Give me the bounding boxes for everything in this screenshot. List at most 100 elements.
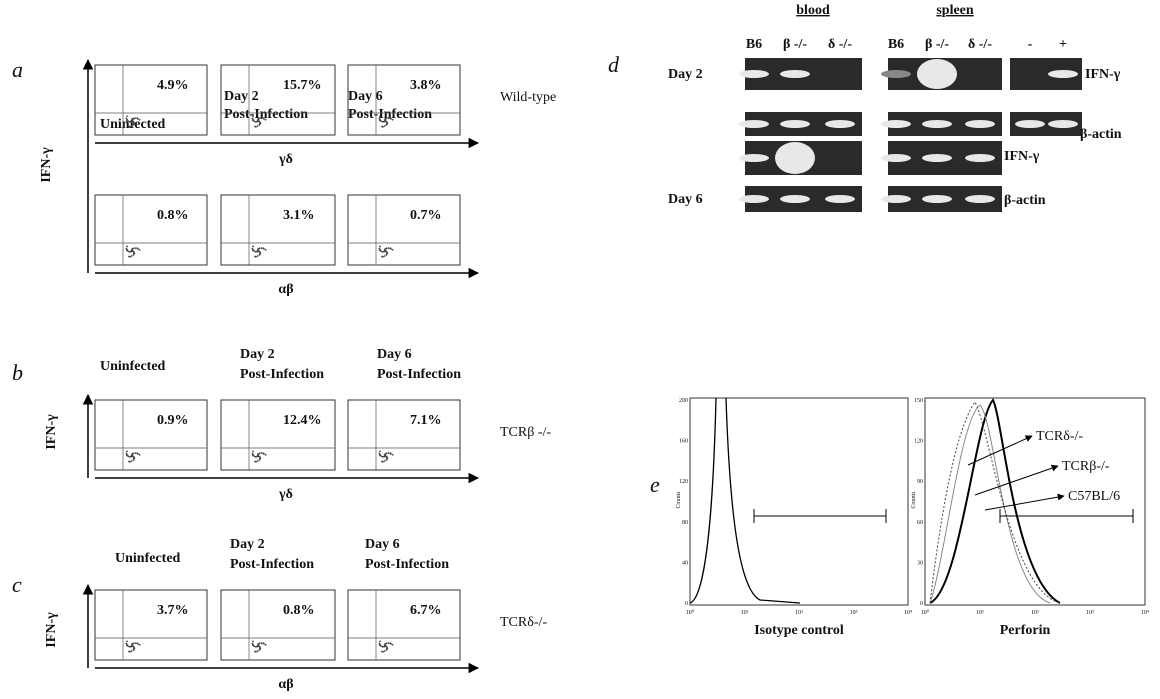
y-label: IFN-γ	[44, 414, 59, 450]
band	[825, 120, 855, 128]
x-label: γδ	[278, 152, 293, 167]
band	[739, 195, 769, 203]
band	[739, 154, 769, 162]
dot	[392, 119, 394, 121]
dot	[132, 643, 134, 645]
legend-arrow	[985, 496, 1064, 510]
dot	[132, 121, 134, 123]
lane-label: δ -/-	[968, 37, 992, 52]
percentage: 15.7%	[283, 78, 322, 93]
dot	[379, 450, 381, 452]
x-tick-label: 10⁴	[904, 610, 912, 616]
panel-letter: c	[12, 572, 22, 597]
dot	[381, 461, 383, 463]
dot	[131, 460, 133, 462]
y-tick-label: 160	[679, 439, 688, 445]
dot	[128, 461, 130, 463]
dot	[252, 454, 254, 456]
dot	[384, 125, 386, 127]
dot	[385, 646, 387, 648]
dot	[258, 248, 260, 250]
dot	[133, 253, 135, 255]
y-tick-label: 40	[682, 560, 688, 566]
plot-box	[348, 590, 460, 660]
dot	[258, 121, 260, 123]
percentage: 3.1%	[283, 208, 315, 223]
dot	[132, 453, 134, 455]
day-label: Day 6	[668, 192, 703, 207]
dot	[385, 121, 387, 123]
dot	[388, 452, 390, 454]
column-header: Uninfected	[100, 359, 166, 374]
y-label: IFN-γ	[39, 147, 54, 183]
genotype-label: TCRβ -/-	[500, 425, 551, 440]
dot	[379, 640, 381, 642]
dot	[386, 253, 388, 255]
dot	[385, 453, 387, 455]
dot	[254, 461, 256, 463]
band	[1048, 70, 1078, 78]
lane-label: -	[1028, 37, 1033, 52]
y-tick-label: 120	[679, 479, 688, 485]
lane-label: β -/-	[783, 37, 807, 52]
column-header: Day 2	[240, 347, 275, 362]
band	[922, 195, 952, 203]
dot	[126, 245, 128, 247]
dot	[265, 119, 267, 121]
y-tick-label: 150	[914, 398, 923, 404]
band	[780, 120, 810, 128]
dot	[126, 115, 128, 117]
dot	[386, 458, 388, 460]
dot	[126, 119, 128, 121]
dot	[261, 247, 263, 249]
dot	[137, 643, 139, 645]
plot-box	[95, 590, 207, 660]
x-tick-label: 10¹	[976, 610, 984, 616]
dot	[263, 118, 265, 120]
percentage: 4.9%	[157, 78, 189, 93]
dot	[379, 115, 381, 117]
dot	[265, 644, 267, 646]
dot	[257, 650, 259, 652]
column-header: Post-Infection	[365, 557, 449, 572]
band	[922, 154, 952, 162]
dot	[132, 646, 134, 648]
band	[780, 195, 810, 203]
dot	[133, 458, 135, 460]
percentage: 6.7%	[410, 603, 442, 618]
percentage: 0.8%	[157, 208, 189, 223]
dot	[135, 117, 137, 119]
dot	[258, 453, 260, 455]
dot	[135, 247, 137, 249]
y-label: Counts	[676, 491, 682, 509]
band	[739, 70, 769, 78]
dot	[384, 650, 386, 652]
dot	[132, 248, 134, 250]
dot	[261, 117, 263, 119]
dot	[131, 255, 133, 257]
dot	[252, 115, 254, 117]
y-tick-label: 0	[685, 601, 688, 607]
dot	[126, 249, 128, 251]
percentage: 3.8%	[410, 78, 442, 93]
plot-box	[221, 400, 335, 470]
panel-letter: a	[12, 57, 23, 82]
dot	[252, 450, 254, 452]
band	[881, 154, 911, 162]
figure: a IFN-γ Uninfected Day 2 Post-Infection Day 6…	[0, 0, 1160, 694]
y-tick-label: 200	[679, 398, 688, 404]
dot	[386, 648, 388, 650]
dot	[254, 256, 256, 258]
genotype-label: TCRδ-/-	[500, 615, 547, 630]
y-tick-label: 90	[917, 479, 923, 485]
band	[965, 120, 995, 128]
x-label: Isotype control	[754, 623, 844, 638]
dot	[252, 640, 254, 642]
gene-label: β-actin	[1004, 193, 1046, 208]
dot	[258, 118, 260, 120]
dot	[132, 118, 134, 120]
band	[825, 195, 855, 203]
dot	[265, 454, 267, 456]
plot-box	[95, 195, 207, 265]
dot	[258, 456, 260, 458]
